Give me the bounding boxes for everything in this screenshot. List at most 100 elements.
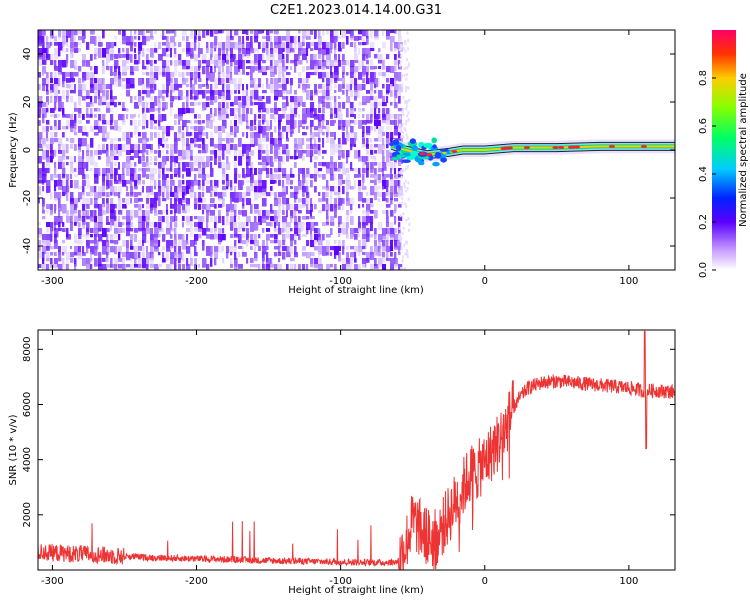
noise-cell (194, 132, 199, 142)
noise-cell (366, 66, 369, 76)
noise-cell (338, 240, 341, 249)
noise-cell (50, 30, 54, 39)
noise-cell (286, 264, 289, 270)
noise-cell (210, 138, 214, 147)
noise-cell (254, 48, 259, 53)
noise-cell (58, 108, 62, 112)
noise-cell (134, 210, 139, 218)
noise-cell (302, 126, 305, 130)
noise-cell (222, 150, 225, 160)
noise-cell (318, 102, 321, 112)
noise-cell (166, 144, 170, 149)
noise-cell (254, 84, 259, 90)
noise-cell (278, 54, 283, 64)
y-tick-label: 40 (22, 48, 33, 61)
noise-cell (66, 264, 69, 270)
noise-cell (390, 162, 394, 171)
noise-cell (382, 186, 384, 191)
noise-cell (50, 36, 53, 44)
noise-cell (230, 246, 234, 253)
noise-cell (330, 30, 334, 38)
noise-cell (182, 264, 186, 270)
noise-cell (390, 120, 395, 125)
noise-cell (346, 72, 349, 76)
noise-cell (226, 114, 229, 119)
noise-cell (222, 108, 226, 115)
noise-fringe-cell (399, 60, 402, 64)
noise-cell (290, 216, 293, 223)
noise-cell (246, 240, 249, 247)
noise-cell (214, 108, 217, 117)
noise-cell (350, 84, 352, 91)
noise-cell (358, 120, 363, 129)
noise-cell (290, 126, 294, 134)
spectrogram-y-axis-label: Frequency (Hz) (8, 112, 19, 188)
noise-cell (118, 192, 121, 201)
noise-cell (358, 36, 362, 41)
noise-cell (170, 198, 173, 208)
signal-hot-spot (419, 152, 426, 156)
noise-cell (110, 180, 113, 187)
noise-cell (254, 234, 257, 242)
noise-cell (326, 54, 331, 63)
noise-cell (150, 150, 153, 154)
noise-cell (178, 240, 183, 246)
noise-cell (126, 150, 131, 155)
noise-cell (42, 30, 46, 36)
noise-cell (154, 30, 157, 34)
noise-cell (330, 168, 334, 176)
noise-cell (106, 216, 109, 223)
noise-cell (54, 54, 59, 60)
noise-cell (350, 216, 354, 226)
noise-cell (90, 114, 93, 118)
noise-cell (258, 234, 261, 239)
noise-cell (158, 120, 161, 128)
noise-cell (58, 78, 61, 87)
noise-cell (358, 246, 363, 253)
noise-fringe-cell (405, 58, 408, 62)
noise-cell (278, 78, 282, 83)
noise-cell (46, 96, 49, 105)
noise-cell (182, 144, 185, 154)
noise-cell (258, 180, 263, 189)
noise-cell (358, 180, 362, 190)
noise-cell (382, 246, 387, 252)
noise-cell (70, 54, 73, 59)
noise-cell (218, 156, 222, 162)
noise-cell (366, 90, 371, 94)
noise-cell (94, 228, 99, 237)
colorbar-tick-label: 0.2 (698, 214, 709, 230)
noise-cell (374, 192, 378, 201)
noise-cell (86, 90, 90, 98)
noise-fringe-cell (398, 48, 401, 52)
noise-cell (382, 72, 386, 77)
noise-cell (186, 54, 190, 58)
noise-cell (370, 60, 373, 66)
noise-cell (90, 234, 94, 238)
noise-cell (242, 246, 245, 254)
noise-cell (178, 264, 181, 270)
noise-cell (42, 216, 46, 220)
noise-cell (358, 66, 361, 71)
noise-cell (358, 156, 363, 162)
noise-cell (218, 132, 222, 141)
noise-fringe-cell (402, 47, 405, 51)
noise-cell (226, 36, 231, 43)
noise-cell (94, 204, 99, 209)
noise-cell (230, 258, 233, 266)
noise-cell (66, 180, 69, 187)
noise-cell (218, 192, 223, 200)
noise-cell (150, 66, 154, 76)
noise-cell (142, 252, 145, 261)
noise-cell (38, 186, 41, 195)
noise-cell (42, 240, 46, 247)
noise-cell (398, 132, 401, 142)
noise-cell (126, 90, 131, 97)
noise-cell (194, 66, 198, 74)
noise-cell (90, 96, 93, 105)
noise-cell (366, 78, 370, 85)
noise-fringe-cell (401, 259, 404, 263)
noise-cell (106, 228, 110, 233)
noise-cell (122, 222, 125, 226)
noise-cell (50, 210, 53, 216)
